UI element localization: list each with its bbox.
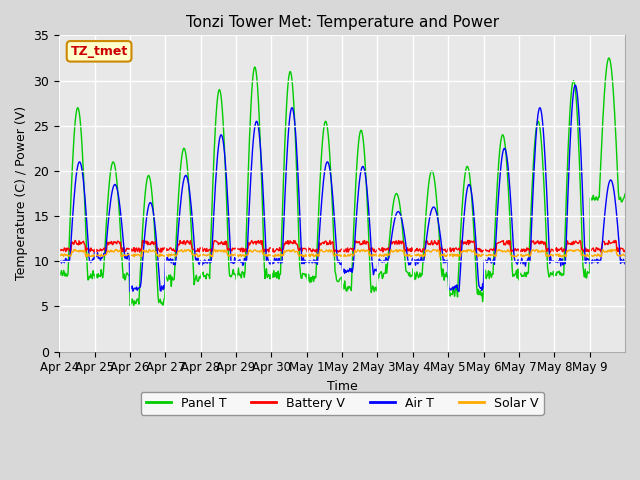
Panel T [276, 271, 284, 277]
Panel T [401, 258, 409, 264]
Battery V [275, 248, 283, 254]
Solar V [211, 247, 219, 252]
Y-axis label: Temperature (C) / Power (V): Temperature (C) / Power (V) [15, 107, 28, 280]
Panel T [227, 273, 234, 278]
Line: Panel T: Panel T [59, 58, 625, 307]
Battery V [226, 248, 234, 253]
Line: Air T: Air T [59, 85, 625, 291]
Air T [401, 231, 408, 237]
Legend: Panel T, Battery V, Air T, Solar V: Panel T, Battery V, Air T, Solar V [141, 392, 543, 415]
Solar V [621, 253, 629, 259]
Panel T [605, 55, 612, 61]
Battery V [55, 247, 63, 252]
Air T [572, 83, 579, 88]
Panel T [130, 304, 138, 310]
Solar V [402, 252, 410, 258]
Battery V [621, 248, 629, 253]
X-axis label: Time: Time [326, 380, 358, 393]
Panel T [255, 97, 262, 103]
Solar V [434, 247, 442, 252]
Text: TZ_tmet: TZ_tmet [70, 45, 128, 58]
Air T [55, 257, 63, 263]
Air T [254, 120, 262, 126]
Panel T [122, 276, 129, 281]
Battery V [122, 249, 129, 254]
Line: Solar V: Solar V [59, 250, 625, 257]
Solar V [55, 253, 63, 259]
Battery V [464, 238, 472, 243]
Title: Tonzi Tower Met: Temperature and Power: Tonzi Tower Met: Temperature and Power [186, 15, 499, 30]
Solar V [255, 248, 263, 254]
Battery V [254, 240, 262, 245]
Battery V [436, 249, 444, 255]
Panel T [433, 200, 441, 206]
Air T [432, 208, 440, 214]
Air T [455, 288, 463, 294]
Air T [122, 255, 129, 261]
Air T [621, 261, 629, 266]
Solar V [235, 254, 243, 260]
Panel T [55, 271, 63, 276]
Panel T [621, 191, 629, 197]
Battery V [401, 248, 408, 253]
Air T [226, 231, 234, 237]
Line: Battery V: Battery V [59, 240, 625, 252]
Air T [275, 255, 283, 261]
Solar V [276, 252, 284, 257]
Solar V [122, 253, 129, 259]
Battery V [432, 240, 440, 246]
Solar V [227, 253, 234, 259]
